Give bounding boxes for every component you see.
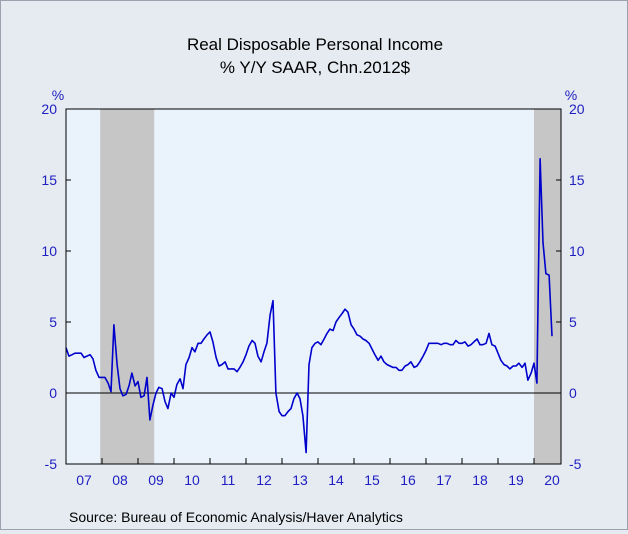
y-tick-label-right: 20 [569,101,585,117]
x-tick-label: 20 [544,472,560,488]
x-tick-label: 17 [436,472,452,488]
y-tick-label-left: -5 [45,456,58,472]
recession-band [100,109,155,464]
x-tick-label: 13 [292,472,308,488]
x-tick-label: 19 [508,472,524,488]
x-tick-label: 14 [328,472,344,488]
y-tick-label-left: 15 [41,172,57,188]
x-tick-label: 16 [400,472,416,488]
y-tick-label-left: 5 [49,314,57,330]
x-tick-label: 15 [364,472,380,488]
source-note: Source: Bureau of Economic Analysis/Have… [69,509,403,525]
x-tick-label: 07 [76,472,92,488]
y-tick-label-left: 10 [41,243,57,259]
chart-subtitle: % Y/Y SAAR, Chn.2012$ [220,58,411,77]
x-tick-label: 10 [184,472,200,488]
y-tick-label-right: 15 [569,172,585,188]
y-axis-unit-right: % [565,87,577,103]
plot-border [65,108,562,465]
y-tick-label-right: 10 [569,243,585,259]
y-tick-label-right: 0 [569,385,577,401]
y-tick-label-right: 5 [569,314,577,330]
x-tick-label: 12 [256,472,272,488]
y-tick-label-right: -5 [569,456,582,472]
x-tick-label: 18 [472,472,488,488]
y-axis-ticks: -5 -5 0 0 5 5 10 10 15 15 20 20 [41,101,584,472]
chart-title: Real Disposable Personal Income [187,35,443,54]
y-tick-label-left: 20 [41,101,57,117]
x-tick-label: 11 [221,472,236,488]
x-axis-ticks: 07 08 09 10 11 12 13 14 15 16 17 18 19 20 [65,458,560,488]
x-tick-label: 09 [148,472,164,488]
y-axis-unit-left: % [52,87,64,103]
series-line [65,157,553,454]
x-tick-label: 08 [112,472,128,488]
y-tick-label-left: 0 [49,385,57,401]
